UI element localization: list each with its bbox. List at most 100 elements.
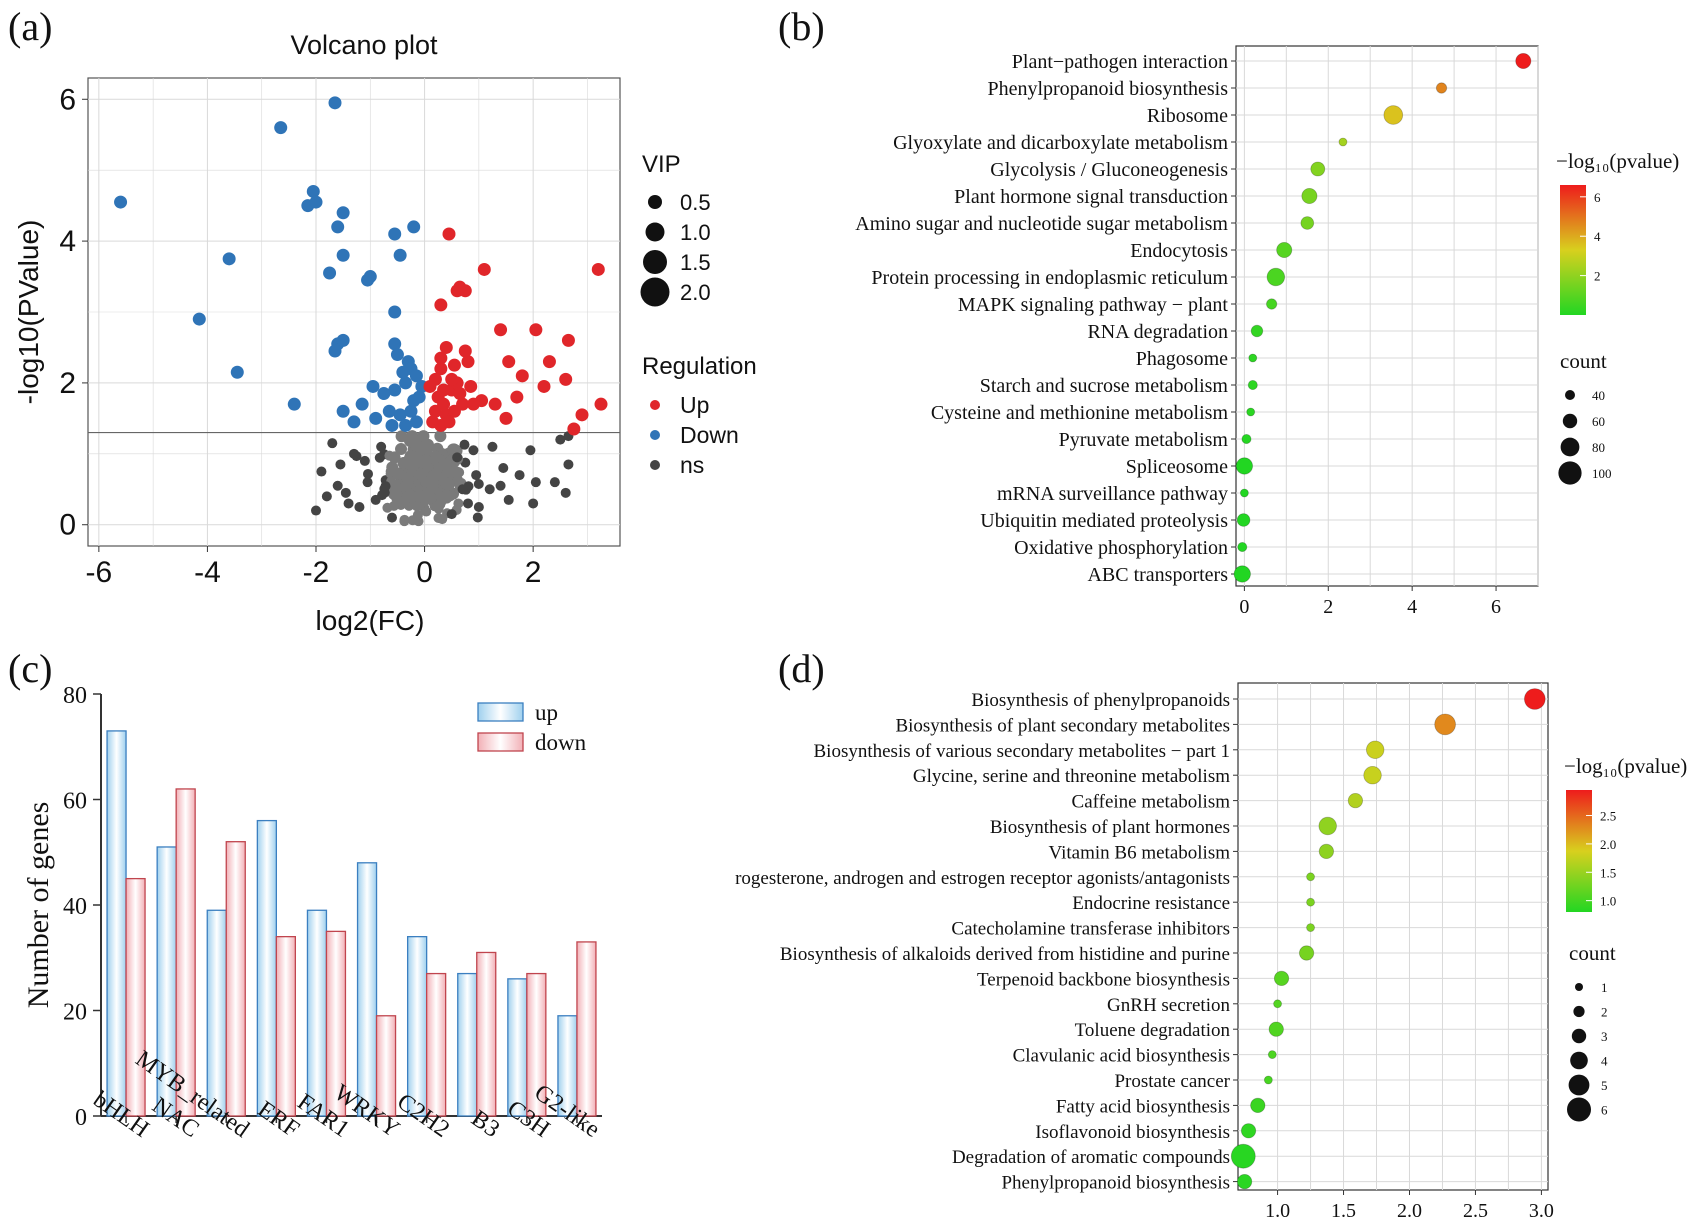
bubble-point [1241, 433, 1252, 444]
y-tick-label: 0 [59, 509, 76, 542]
legend-regulation-label: Up [680, 392, 709, 418]
panel-a-volcano-plot: Volcano plot log2(FC) -log10(PValue) -6 -4 -2… [13, 30, 757, 636]
data-point-ns [387, 512, 397, 523]
data-point-down [388, 227, 402, 241]
data-point-down [309, 195, 323, 209]
data-point-ns [530, 477, 541, 488]
data-point-up [445, 372, 459, 386]
data-point-up [537, 379, 551, 393]
category-label: Isoflavonoid biosynthesis [1035, 1122, 1230, 1143]
data-point-down [385, 418, 399, 432]
data-point-ns-cluster [395, 430, 408, 443]
bubble-point [1236, 1174, 1253, 1190]
data-point-up [428, 372, 442, 386]
category-label: Plant−pathogen interaction [1012, 51, 1228, 73]
data-point-ns-cluster [380, 481, 391, 492]
data-point-up [456, 397, 470, 411]
data-point-ns [457, 484, 468, 495]
data-point-down [355, 397, 369, 411]
data-point-up [494, 323, 508, 337]
size-legend-label: 5 [1601, 1078, 1608, 1093]
data-point-down [336, 333, 350, 347]
data-point-down [409, 415, 423, 429]
bar-up [256, 819, 278, 1117]
data-point-ns [503, 494, 514, 505]
bubble-point [1230, 1143, 1256, 1169]
size-legend-symbol [1575, 983, 1583, 991]
data-point-down [382, 404, 396, 418]
data-point-down [274, 121, 288, 135]
data-point-down [377, 387, 391, 401]
data-point-ns [452, 452, 463, 463]
legend-regulation-title: Regulation [642, 353, 757, 380]
category-label: Catecholamine transferase inhibitors [951, 919, 1230, 940]
data-point-up [575, 408, 589, 422]
bar-up [306, 909, 328, 1117]
y-tick-label: 4 [59, 225, 76, 258]
data-point-ns-cluster [437, 514, 448, 525]
bar-down [476, 951, 497, 1117]
data-point-ns-cluster [384, 450, 395, 461]
x-tick-label: 6 [1491, 596, 1501, 618]
panel-b-kegg-bubble-chart: Plant−pathogen interaction Phenylpropanoi… [855, 45, 1679, 618]
bubble-point [1298, 945, 1315, 961]
category-label: Protein processing in endoplasmic reticu… [871, 267, 1228, 289]
data-point-ns-cluster [473, 479, 484, 490]
bar-up [106, 730, 127, 1117]
legend-label-up: up [535, 700, 558, 725]
bar-up [406, 936, 428, 1117]
data-point-ns [487, 441, 498, 452]
bubble-point [1306, 923, 1315, 932]
data-point-ns-cluster [459, 439, 470, 450]
x-tick-label: 0 [416, 556, 433, 589]
bubble-point [1250, 1097, 1266, 1114]
colorbar-tick-label: 1.5 [1600, 865, 1616, 880]
bubble-point [1247, 379, 1258, 390]
x-tick-label: -4 [194, 556, 221, 589]
size-legend-symbol [1567, 1097, 1591, 1122]
data-point-down [230, 365, 244, 379]
category-label: Spliceosome [1126, 456, 1228, 478]
data-point-down [409, 369, 423, 383]
y-axis-label: -log10(PValue) [13, 220, 44, 405]
category-label: Biosynthesis of phenylpropanoids [971, 690, 1230, 711]
panel-label-b: (b) [778, 4, 825, 49]
panel-d-kegg-bubble-chart: Biosynthesis of phenylpropanoids Biosynth… [735, 682, 1687, 1221]
chart-title: Volcano plot [290, 30, 438, 60]
data-point-ns [495, 480, 506, 491]
category-label: Vitamin B6 metabolism [1049, 842, 1231, 863]
bar-down [125, 877, 146, 1117]
data-point-down [222, 252, 236, 266]
bubble-point [1435, 82, 1448, 94]
data-point-down [114, 195, 128, 209]
data-point-up [461, 355, 475, 369]
x-tick-label: -2 [303, 556, 330, 589]
data-point-up [464, 379, 478, 393]
data-point-ns [332, 480, 343, 491]
category-label: Oxidative phosphorylation [1014, 537, 1228, 559]
category-label: rogesterone, androgen and estrogen recep… [735, 868, 1230, 889]
bar-up [206, 909, 227, 1117]
data-point-ns [463, 498, 473, 509]
x-tick-label: 1.5 [1331, 1200, 1356, 1221]
colorbar-tick-label: 4 [1594, 229, 1601, 244]
bubble-point [1300, 216, 1315, 230]
x-tick-label: 2.5 [1463, 1200, 1488, 1221]
data-point-down [393, 408, 407, 422]
category-label: Biosynthesis of plant secondary metaboli… [895, 715, 1230, 736]
data-point-up [477, 262, 491, 276]
panel-label-d: (d) [778, 646, 825, 691]
size-legend-label: 3 [1601, 1029, 1608, 1044]
data-point-ns [321, 491, 332, 502]
category-label: MAPK signaling pathway − plant [958, 294, 1229, 316]
data-point-ns-cluster [436, 497, 447, 508]
y-tick-label: 60 [63, 789, 87, 815]
data-point-down [388, 383, 402, 397]
legend-regulation-symbol [650, 430, 660, 440]
size-legend-label: 100 [1592, 466, 1612, 481]
data-point-ns [354, 502, 365, 512]
y-tick-label: 40 [63, 894, 87, 920]
category-label: Toluene degradation [1075, 1020, 1231, 1041]
data-point-up [475, 394, 489, 408]
